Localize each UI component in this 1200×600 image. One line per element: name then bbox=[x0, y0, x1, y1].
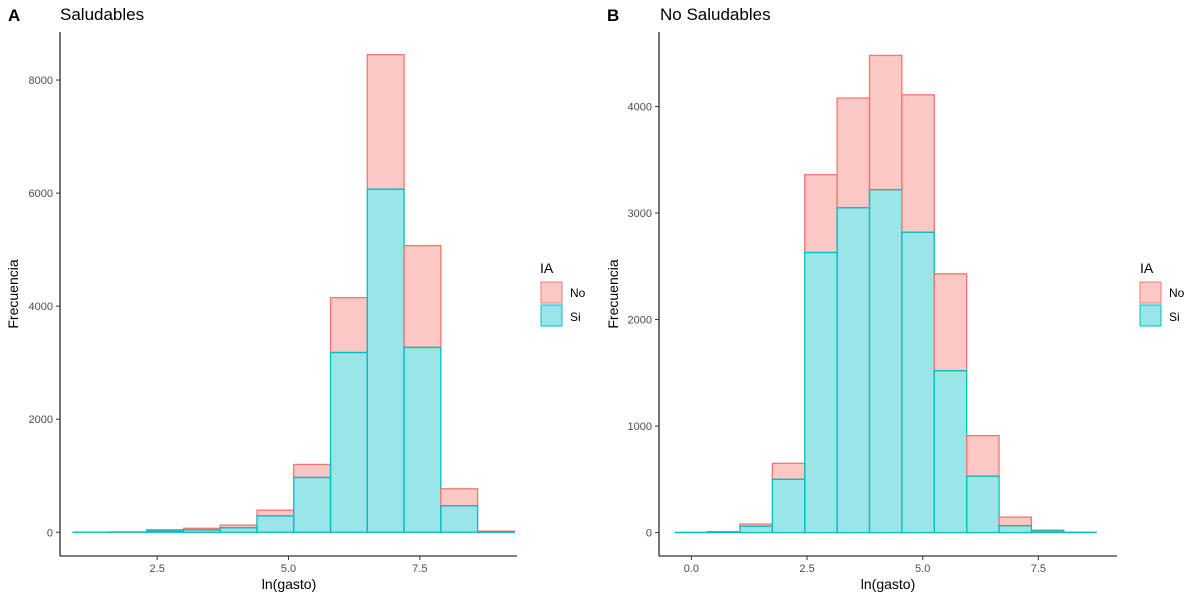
bar-no bbox=[965, 435, 1000, 477]
axes-group-a: 2.5 5.0 7.5 0 2000 4000 6000 8000 bbox=[29, 32, 517, 575]
y-tick-label: 4000 bbox=[628, 102, 652, 114]
panel-saludables: A Saludables ln(gasto) Frecuencia 2.5 5.0… bbox=[5, 5, 517, 592]
legend-label-si-b: Si bbox=[1169, 310, 1180, 324]
bars-group-b bbox=[674, 54, 1097, 534]
panel-no-saludables: B No Saludables ln(gasto) Frecuencia 0.0… bbox=[605, 5, 1117, 592]
bar-no bbox=[293, 463, 332, 479]
bar-si bbox=[771, 478, 806, 534]
bar-si bbox=[366, 188, 405, 533]
y-axis-title-a: Frecuencia bbox=[5, 259, 21, 328]
legend-b: IA No Si bbox=[1139, 260, 1185, 327]
panel-title-saludables: Saludables bbox=[60, 5, 144, 24]
bar-no bbox=[329, 297, 368, 354]
bar-no bbox=[256, 509, 295, 517]
bar-si bbox=[933, 370, 968, 534]
y-tick-label: 2000 bbox=[628, 315, 652, 327]
y-tick-label: 8000 bbox=[29, 75, 53, 87]
legend-label-no-a: No bbox=[570, 286, 586, 300]
bars-group-a bbox=[72, 53, 516, 533]
bar-no bbox=[804, 174, 838, 254]
legend-key-si-a bbox=[540, 304, 563, 327]
x-tick-label: 7.5 bbox=[1031, 563, 1046, 575]
y-tick-label: 1000 bbox=[628, 421, 652, 433]
legend-label-si-a: Si bbox=[570, 310, 581, 324]
bar-no bbox=[868, 54, 903, 191]
y-tick-label: 0 bbox=[646, 528, 652, 540]
legend-title-b: IA bbox=[1140, 260, 1154, 276]
panel-title-no-saludables: No Saludables bbox=[660, 5, 771, 24]
bar-si bbox=[293, 476, 332, 533]
x-tick-label: 5.0 bbox=[281, 563, 296, 575]
panel-tag-b: B bbox=[607, 6, 619, 25]
y-axis-title-b: Frecuencia bbox=[605, 259, 621, 328]
legend-key-no-b bbox=[1139, 281, 1162, 304]
panel-tag-a: A bbox=[8, 6, 20, 25]
bar-no bbox=[403, 245, 442, 349]
y-tick-label: 2000 bbox=[29, 414, 53, 426]
y-tick-label: 4000 bbox=[29, 301, 53, 313]
bar-si bbox=[256, 515, 295, 533]
bar-si bbox=[998, 524, 1033, 534]
bar-no bbox=[366, 53, 405, 190]
bar-si bbox=[836, 207, 871, 534]
x-tick-label: 2.5 bbox=[150, 563, 165, 575]
y-tick-label: 3000 bbox=[628, 208, 652, 220]
bar-si bbox=[476, 531, 516, 533]
bar-si bbox=[868, 188, 903, 534]
bar-si bbox=[440, 505, 479, 533]
legend-a: IA No Si bbox=[540, 260, 586, 327]
bar-no bbox=[998, 516, 1033, 527]
legend-label-no-b: No bbox=[1169, 286, 1185, 300]
bar-no bbox=[440, 488, 479, 507]
bar-si bbox=[329, 351, 368, 533]
bar-si bbox=[182, 529, 221, 533]
x-axis-title-b: ln(gasto) bbox=[861, 576, 915, 592]
legend-key-si-b bbox=[1139, 304, 1162, 327]
x-tick-label: 5.0 bbox=[915, 563, 930, 575]
bar-si bbox=[1030, 530, 1065, 534]
bar-si bbox=[146, 530, 185, 533]
bar-si bbox=[403, 346, 442, 533]
bar-si bbox=[965, 475, 1000, 534]
axes-group-b: 0.0 2.5 5.0 7.5 0 1000 2000 3000 4000 bbox=[628, 32, 1117, 575]
x-tick-label: 7.5 bbox=[412, 563, 427, 575]
y-tick-label: 6000 bbox=[29, 188, 53, 200]
bar-no bbox=[933, 273, 968, 372]
bar-si bbox=[219, 527, 258, 533]
y-tick-label: 0 bbox=[47, 527, 53, 539]
bar-no bbox=[771, 462, 806, 480]
bar-no bbox=[836, 97, 871, 209]
bar-si bbox=[739, 525, 773, 534]
legend-title-a: IA bbox=[540, 260, 554, 276]
x-axis-title-a: ln(gasto) bbox=[262, 576, 316, 592]
legend-key-no-a bbox=[540, 281, 563, 304]
bar-si bbox=[804, 251, 838, 534]
bar-no bbox=[901, 94, 935, 233]
bar-si bbox=[901, 231, 935, 534]
bar-si bbox=[706, 531, 741, 534]
x-tick-label: 2.5 bbox=[799, 563, 814, 575]
x-tick-label: 0.0 bbox=[684, 563, 699, 575]
